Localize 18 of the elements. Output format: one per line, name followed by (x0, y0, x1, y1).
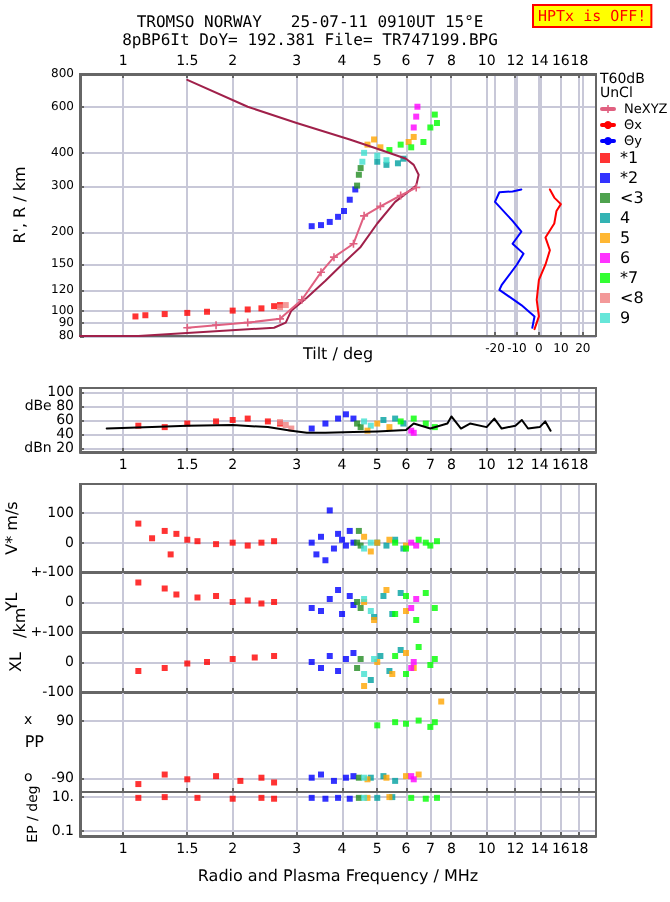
legend-label: *7 (620, 269, 639, 287)
legend-label: 9 (620, 309, 631, 327)
legend-label: 6 (620, 249, 631, 267)
x-axis-title: Radio and Plasma Frequency / MHz (197, 867, 479, 885)
legend-label: *2 (620, 169, 639, 187)
x2-axis-title: Tilt / deg (300, 345, 374, 363)
y-axis-title: XL (7, 650, 25, 672)
legend-label: *1 (620, 149, 639, 167)
y-axis-title: PP (24, 733, 45, 751)
legend-label: 5 (620, 229, 631, 247)
legend-label: 4 (620, 209, 631, 227)
text: /km (11, 607, 29, 638)
chart-title: TROMSO NORWAY 25-07-11 0910UT 15°E (136, 13, 484, 31)
y-axis-title: R', R / km (11, 165, 29, 244)
legend-label: <3 (620, 189, 644, 207)
legend-label: <8 (620, 289, 644, 307)
chart-subtitle: 8pBP6It DoY= 192.381 File= TR747199.BPG (122, 31, 499, 49)
y-axis-title: V* m/s (3, 501, 21, 555)
